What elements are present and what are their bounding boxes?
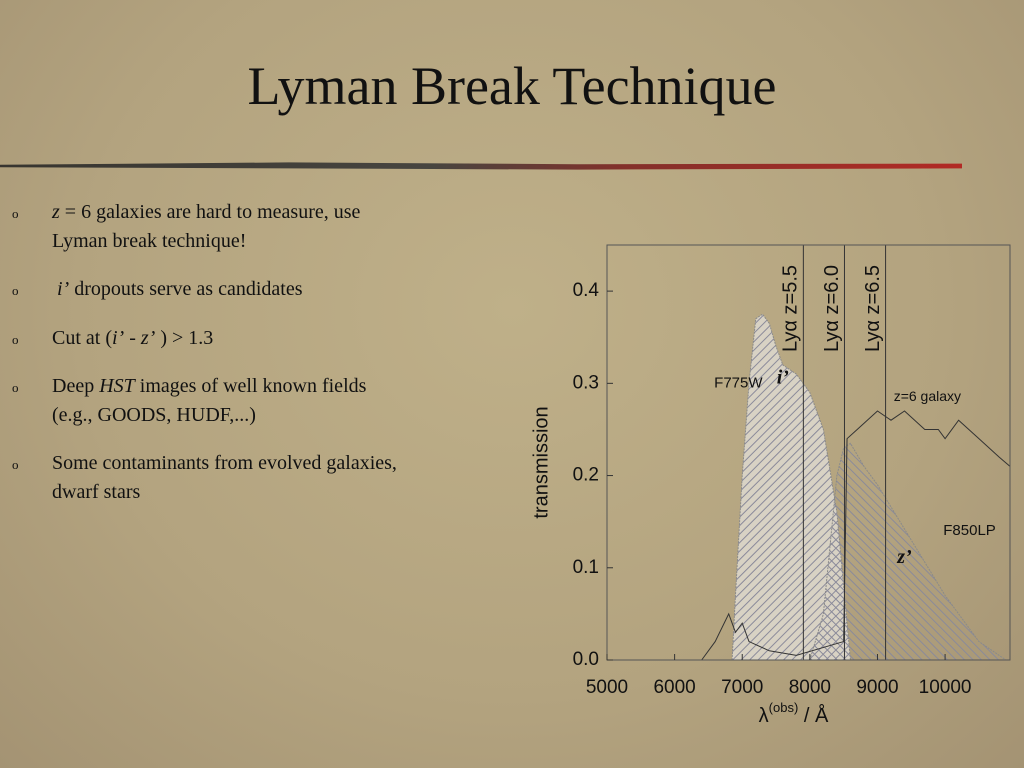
- bullet-marker: o: [12, 331, 19, 347]
- title: Lyman Break Technique: [247, 56, 777, 116]
- text: i’: [57, 278, 70, 300]
- bullet-marker: o: [12, 457, 19, 472]
- x-tick-label: 5000: [586, 677, 628, 698]
- y-tick-label: 0.1: [573, 557, 599, 578]
- text: dropouts serve as candidates: [69, 278, 303, 300]
- filter-label: i’: [777, 366, 789, 388]
- lyman-alpha-label: Lyα z=6.0: [821, 265, 843, 352]
- text: = 6 galaxies are hard to measure, use: [59, 201, 361, 223]
- bullet: o i’ dropouts serve as candidates: [0, 275, 480, 304]
- y-tick-label: 0.4: [573, 280, 600, 301]
- bullet: o Some contaminants from evolved galaxies…: [0, 449, 480, 506]
- y-tick-label: 0.2: [573, 465, 599, 486]
- lyman-alpha-label: Lyα z=5.5: [780, 265, 802, 352]
- text: Deep: [52, 375, 100, 397]
- text: dwarf stars: [52, 480, 141, 503]
- x-label-unit: / Å: [798, 704, 829, 727]
- plot-frame: [606, 244, 1011, 661]
- text: z: [52, 201, 60, 223]
- x-axis-label: λ(obs) / Å: [759, 700, 829, 727]
- y-axis-label: transmission: [530, 406, 552, 518]
- text: ) > 1.3: [155, 326, 214, 349]
- bullet-marker: o: [12, 283, 19, 298]
- series-label: z=6 galaxy: [894, 388, 961, 404]
- text: Some contaminants from evolved galaxies,: [52, 452, 397, 474]
- y-tick-label: 0.3: [573, 372, 599, 393]
- title-underline: [0, 162, 962, 170]
- bullet-marker: o: [12, 206, 19, 221]
- series-curve: [809, 442, 1008, 661]
- series-label: F850LP: [943, 522, 996, 539]
- chart: Lyα z=5.5 Lyα z=6.0 Lyα z=6.5 0.0 0.1 0.2 0.3 0…: [530, 244, 1011, 727]
- text: z’: [140, 326, 156, 349]
- text: HST: [99, 375, 135, 397]
- bullet: o Cut at (i’ - z’ ) > 1.3: [0, 324, 480, 353]
- text: Cut at (: [52, 326, 112, 349]
- text: i’: [112, 326, 125, 349]
- text: (e.g., GOODS, HUDF,...): [52, 403, 256, 426]
- text: images of well known fields: [134, 375, 367, 397]
- x-tick-label: 7000: [721, 677, 763, 698]
- text: Lyman break technique!: [52, 229, 247, 252]
- x-label-symbol: λ: [759, 705, 769, 727]
- bullet-marker: o: [12, 380, 19, 395]
- x-tick-label: 6000: [653, 677, 695, 698]
- y-tick-label: 0.0: [573, 649, 599, 670]
- x-tick-label: 8000: [789, 677, 831, 698]
- bullet: o z = 6 galaxies are hard to measure, use…: [0, 198, 480, 255]
- series-curve: [701, 410, 1011, 661]
- series-label: F775W: [714, 374, 763, 391]
- x-label-sup: (obs): [769, 700, 799, 715]
- lyman-alpha-label: Lyα z=6.5: [862, 265, 884, 352]
- filter-label: z’: [896, 546, 911, 568]
- bullet-list: o z = 6 galaxies are hard to measure, use…: [0, 198, 480, 526]
- x-tick-label: 9000: [856, 677, 898, 698]
- text: -: [124, 326, 141, 349]
- bullet: o Deep HST images of well known fields (e.…: [0, 372, 480, 429]
- x-tick-label: 10000: [919, 677, 972, 698]
